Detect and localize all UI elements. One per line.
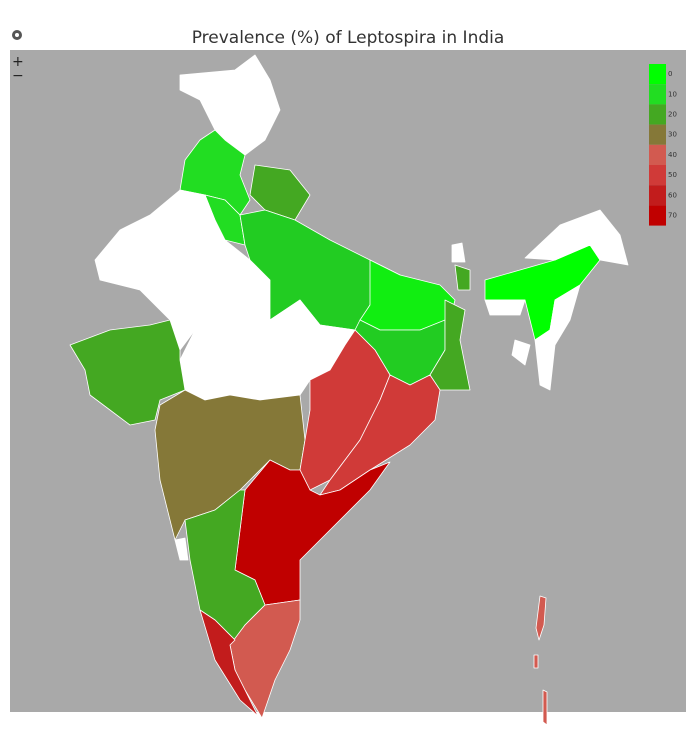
region bbox=[69, 319, 186, 426]
legend-label: 20 bbox=[668, 111, 677, 119]
region bbox=[524, 209, 629, 266]
region bbox=[535, 595, 547, 641]
region bbox=[533, 654, 539, 669]
settings-icon[interactable] bbox=[12, 30, 22, 40]
region bbox=[154, 389, 306, 541]
region bbox=[484, 299, 526, 316]
legend-swatch bbox=[649, 64, 666, 85]
legend-label: 10 bbox=[668, 90, 677, 98]
legend: 0 10 20 30 40 50 60 70 bbox=[649, 64, 677, 226]
map-title: Prevalence (%) of Leptospira in India bbox=[192, 28, 505, 48]
region bbox=[454, 264, 471, 291]
region bbox=[199, 609, 259, 717]
zoom-in[interactable]: + bbox=[12, 54, 24, 70]
legend-label: 30 bbox=[668, 131, 677, 139]
legend-label: 40 bbox=[668, 151, 677, 159]
legend-label: 70 bbox=[668, 212, 677, 220]
legend-label: 60 bbox=[668, 191, 677, 199]
region bbox=[179, 54, 281, 156]
legend-swatch bbox=[649, 124, 666, 145]
region bbox=[174, 537, 189, 561]
region bbox=[451, 242, 466, 263]
region bbox=[542, 689, 548, 726]
region bbox=[534, 284, 581, 391]
legend-swatch bbox=[649, 104, 666, 125]
legend-swatch bbox=[649, 165, 666, 186]
region bbox=[229, 599, 301, 719]
legend-label: 50 bbox=[668, 171, 677, 179]
region bbox=[511, 339, 531, 366]
legend-swatch bbox=[649, 144, 666, 165]
legend-label: 0 bbox=[668, 70, 672, 78]
legend-swatch bbox=[649, 205, 666, 226]
regions bbox=[69, 54, 629, 726]
legend-swatch bbox=[649, 185, 666, 206]
region bbox=[429, 299, 471, 391]
legend-swatch bbox=[649, 84, 666, 105]
zoom-out[interactable]: − bbox=[12, 68, 24, 84]
